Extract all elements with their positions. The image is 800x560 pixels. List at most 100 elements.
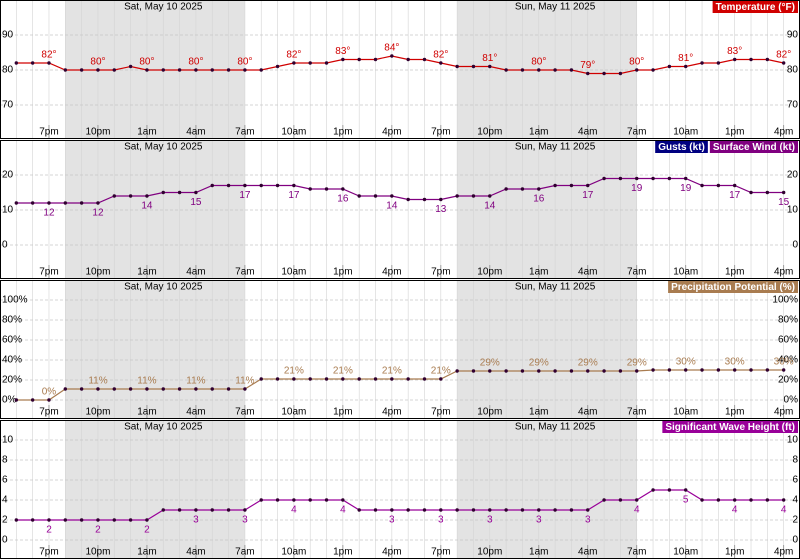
night-shade [457, 280, 637, 419]
value-label: 19 [631, 183, 643, 194]
data-point [390, 508, 394, 512]
panel: 7pm 10pm 1am 4am 7am 10am 1pm 4pm 7pm 10pm 1am 4am 7… [0, 0, 800, 139]
data-point [635, 68, 639, 72]
legend-box [655, 141, 708, 153]
y-tick-label-left: 0 [2, 535, 8, 546]
data-point [128, 387, 133, 391]
series-line [16, 369, 784, 401]
x-tick-label: 1pm [333, 547, 352, 558]
data-point [292, 498, 296, 502]
x-tick-label: 10am [281, 267, 306, 278]
data-point [602, 498, 606, 502]
data-point [308, 377, 312, 381]
data-point [781, 368, 786, 372]
x-tick-label: 4pm [382, 267, 401, 278]
data-point [422, 508, 427, 512]
data-point [128, 194, 133, 198]
data-point [194, 387, 198, 391]
x-tick-label: 1pm [725, 127, 744, 138]
date-label: Sat, May 10 2025 [124, 142, 203, 153]
data-point [210, 387, 214, 391]
x-tick-label: 7pm [431, 267, 450, 278]
value-label: 84° [384, 43, 399, 54]
date-label: Sun, May 11 2025 [515, 2, 596, 13]
data-point [455, 508, 459, 512]
value-label: 80° [237, 57, 252, 68]
data-point [373, 508, 378, 512]
value-label: 11% [88, 376, 107, 387]
data-point [324, 377, 329, 381]
data-point [226, 508, 231, 512]
night-shade [65, 140, 245, 279]
data-point [488, 64, 492, 69]
data-point [357, 508, 361, 512]
x-tick-label: 7am [627, 407, 646, 418]
data-point [128, 64, 133, 69]
data-point [586, 508, 590, 512]
y-tick-label-left: 20% [2, 375, 22, 386]
y-tick-label-right: 90 [787, 30, 799, 41]
data-point [569, 68, 574, 72]
value-label: 82° [41, 50, 56, 61]
data-point [716, 183, 721, 188]
x-tick-label: 10pm [85, 547, 110, 558]
data-point [586, 369, 590, 373]
data-point [618, 498, 623, 502]
data-point [684, 488, 688, 492]
value-label: 4 [781, 505, 787, 516]
data-point [341, 498, 345, 502]
value-label: 2 [95, 525, 101, 536]
data-point [618, 176, 623, 181]
y-tick-label-left: 80 [2, 65, 14, 76]
x-tick-label: 4am [578, 127, 597, 138]
data-point [602, 71, 606, 76]
data-point [569, 183, 574, 188]
data-point [667, 64, 672, 69]
date-label: Sat, May 10 2025 [124, 422, 203, 433]
value-label: 80° [139, 57, 154, 68]
value-label: 30% [774, 357, 794, 368]
data-point [112, 194, 116, 198]
data-point [341, 377, 345, 381]
data-point [373, 57, 378, 62]
panel: 7pm 10pm 1am 4am 7am 10am 1pm 4pm 7pm 10pm 1am 4am 7… [0, 140, 800, 279]
data-point [781, 61, 786, 65]
value-label: 21% [284, 366, 304, 377]
x-tick-label: 7pm [431, 127, 450, 138]
value-label: 4 [732, 505, 738, 516]
data-point [14, 398, 19, 402]
data-point [471, 508, 476, 512]
x-tick-label: 4am [578, 267, 597, 278]
value-label: 83° [727, 46, 742, 57]
y-tick-label-left: 0% [2, 395, 17, 406]
data-point [504, 508, 508, 512]
data-point [488, 369, 492, 373]
x-tick-label: 4pm [382, 407, 401, 418]
night-shade [65, 420, 245, 559]
value-label: 29% [529, 358, 549, 369]
legend-label: Significant Wave Height (ft) [665, 422, 795, 433]
data-point [112, 68, 116, 72]
data-point [275, 64, 280, 69]
x-tick-label: 10am [281, 547, 306, 558]
data-point [700, 368, 704, 372]
value-label: 30% [676, 357, 696, 368]
value-label: 29% [578, 358, 598, 369]
x-tick-label: 7am [235, 127, 254, 138]
data-point [781, 190, 786, 195]
value-label: 29% [480, 358, 500, 369]
data-point [275, 183, 280, 188]
x-tick-label: 7pm [39, 407, 58, 418]
data-point [63, 68, 68, 72]
value-label: 3 [242, 515, 248, 526]
panel: 7pm 10pm 1am 4am 7am 10am 1pm 4pm 7pm 10pm 1am 4am 7… [0, 420, 800, 559]
data-point [341, 187, 345, 191]
data-point [292, 377, 296, 381]
data-point [390, 377, 394, 381]
x-tick-label: 10pm [477, 267, 502, 278]
data-point [406, 57, 410, 62]
y-tick-label-right: 100% [772, 295, 798, 306]
value-label: 3 [193, 515, 199, 526]
data-point [63, 518, 68, 522]
